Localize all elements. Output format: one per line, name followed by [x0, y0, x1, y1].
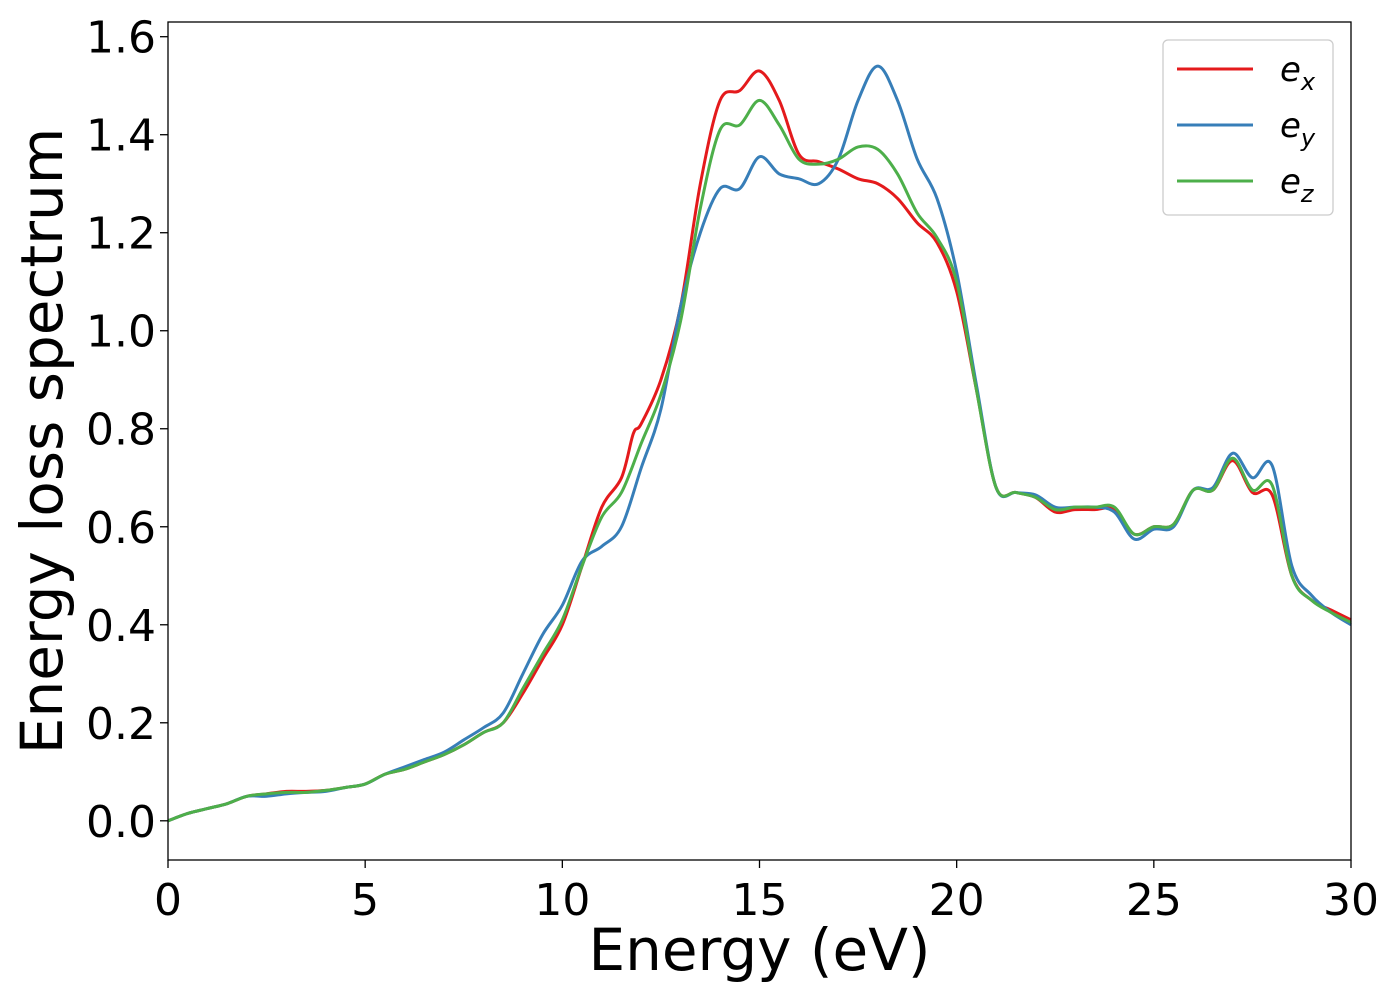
y-tick-label: 0.0 — [86, 797, 156, 848]
legend-label-e_z: ez — [1280, 162, 1315, 208]
legend-label-e_y: ey — [1280, 106, 1316, 152]
y-axis: 0.0 0.2 0.4 0.6 0.8 1.0 1.2 1.4 1.6 — [86, 13, 168, 848]
y-tick-label: 0.4 — [86, 601, 156, 652]
series-line-e_z — [167, 98, 1352, 823]
y-axis-title: Energy loss spectrum — [8, 128, 76, 754]
legend-label-main: e — [1280, 106, 1301, 146]
legend-label-main: e — [1280, 50, 1301, 90]
y-tick-label: 1.2 — [86, 209, 156, 260]
x-tick-label: 20 — [929, 875, 985, 926]
plot-area — [168, 22, 1351, 860]
x-tick-label: 5 — [351, 875, 379, 926]
x-tick-label: 15 — [732, 875, 788, 926]
series-layer — [167, 64, 1352, 823]
y-tick-label: 1.4 — [86, 111, 156, 162]
y-tick-label: 1.0 — [86, 307, 156, 358]
x-tick-label: 25 — [1126, 875, 1182, 926]
x-axis-title: Energy (eV) — [588, 916, 930, 984]
y-tick-label: 0.8 — [86, 405, 156, 456]
x-tick-label: 30 — [1323, 875, 1379, 926]
x-axis: 0 5 10 15 20 25 30 — [154, 860, 1379, 926]
legend-label-main: e — [1280, 162, 1301, 202]
legend-box — [1162, 39, 1334, 216]
legend-label-e_x: ex — [1280, 50, 1316, 96]
legend-label-subscript: y — [1300, 124, 1316, 152]
legend-label-subscript: x — [1300, 68, 1316, 96]
x-tick-label: 10 — [534, 875, 590, 926]
y-tick-label: 0.2 — [86, 699, 156, 750]
legend-label-subscript: z — [1300, 180, 1315, 208]
y-tick-label: 1.6 — [86, 13, 156, 64]
x-tick-label: 0 — [154, 875, 182, 926]
y-tick-label: 0.6 — [86, 503, 156, 554]
